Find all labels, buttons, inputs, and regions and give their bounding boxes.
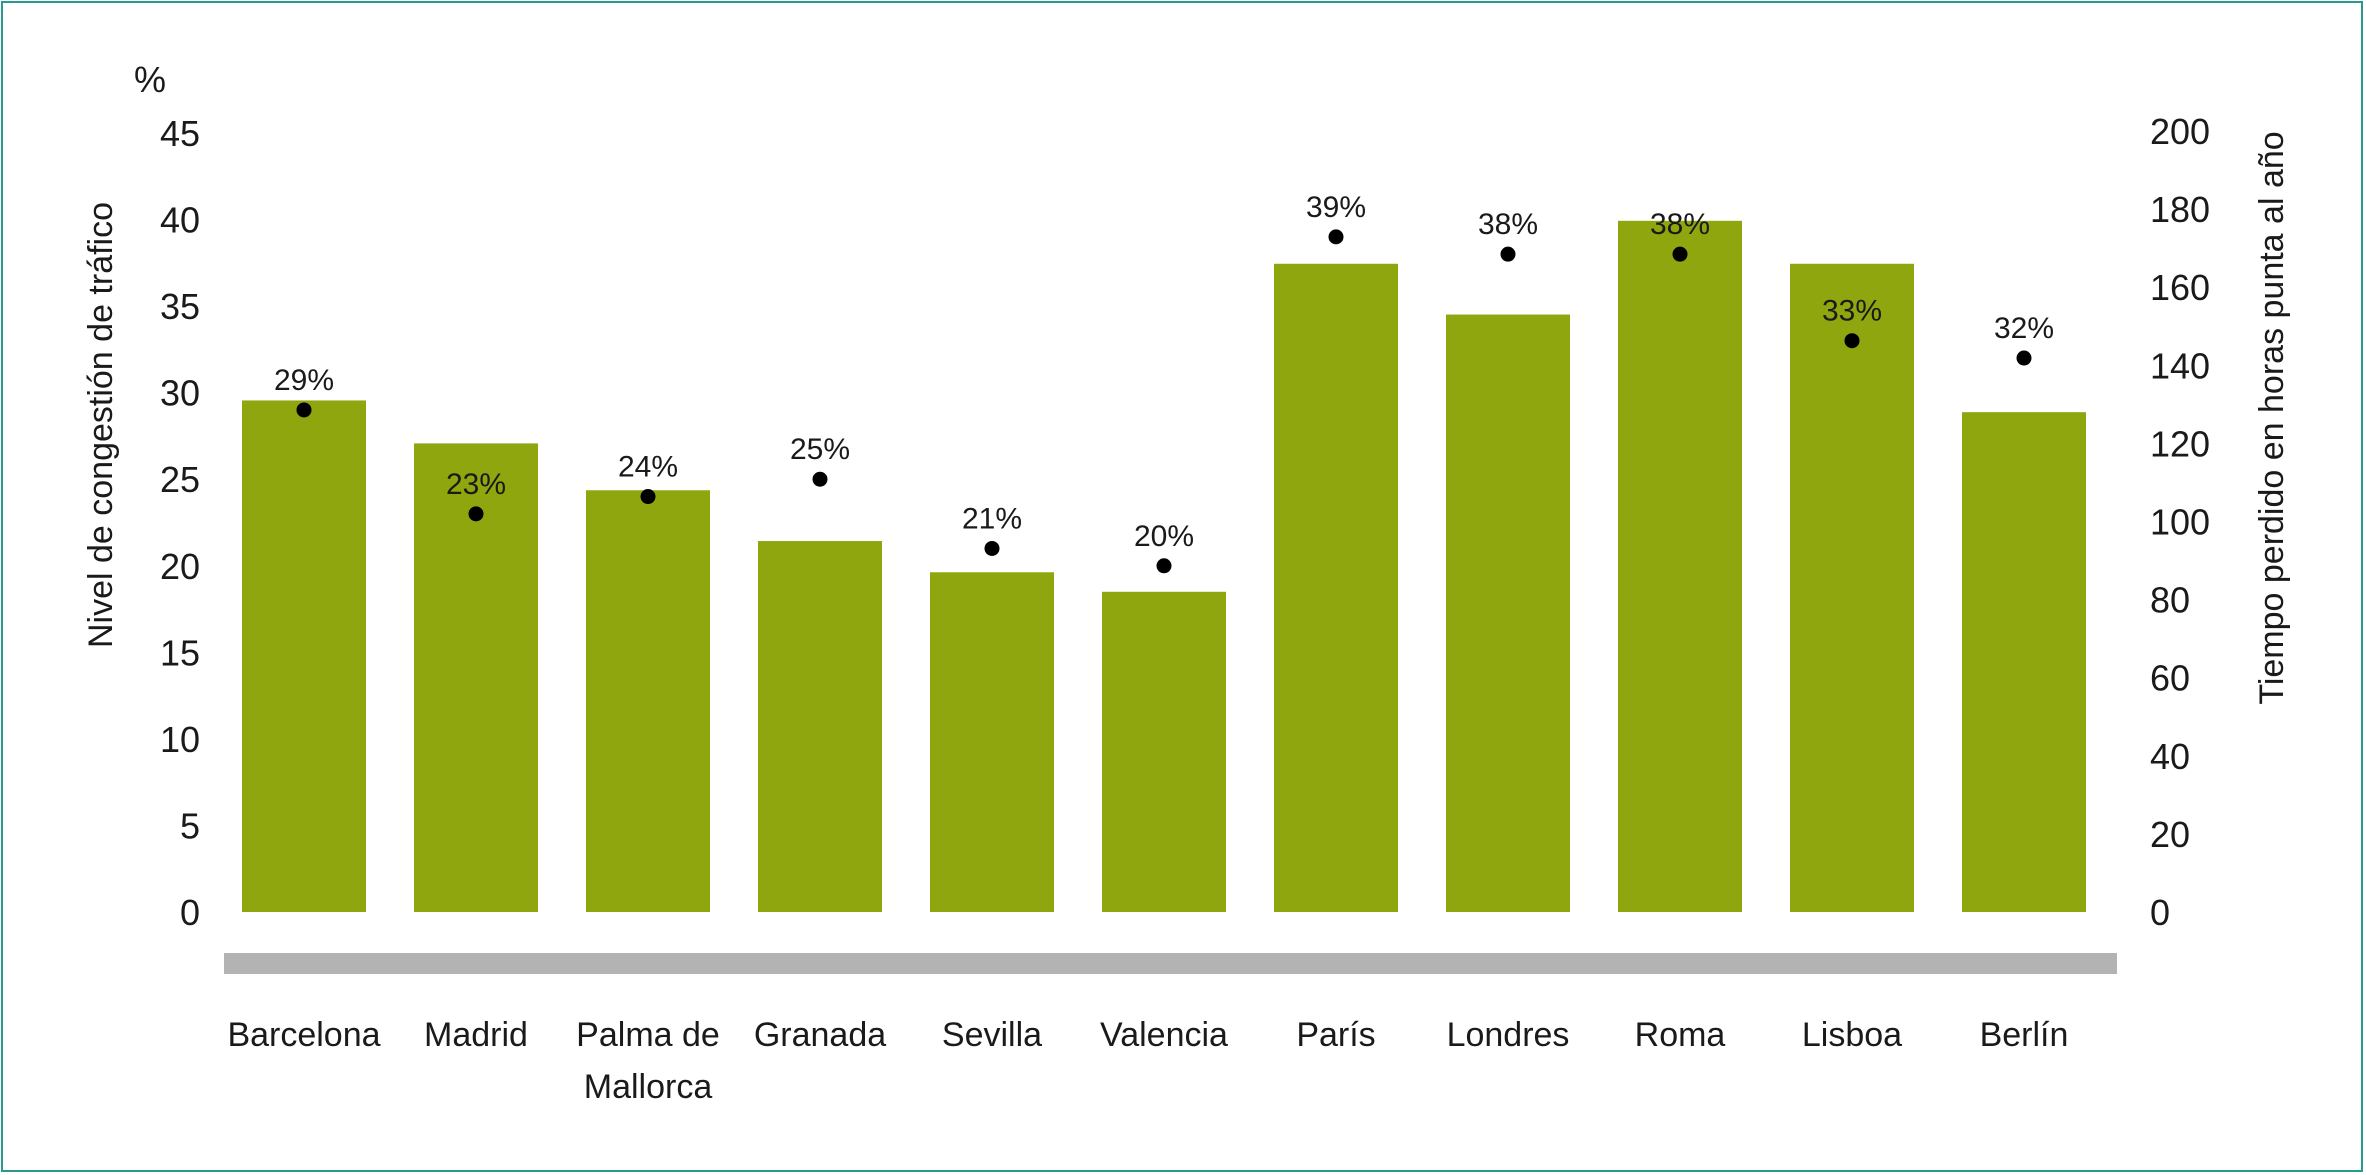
bar bbox=[242, 400, 366, 912]
left-tick-label: 20 bbox=[160, 546, 200, 587]
bar bbox=[1102, 591, 1226, 912]
right-tick-label: 180 bbox=[2150, 189, 2210, 230]
right-tick-label: 20 bbox=[2150, 814, 2190, 855]
right-tick-label: 0 bbox=[2150, 892, 2170, 933]
bar bbox=[586, 490, 710, 912]
category-label: Lisboa bbox=[1802, 1016, 1902, 1054]
bar bbox=[1962, 412, 2086, 912]
left-axis-label: Nivel de congestión de tráfico bbox=[82, 202, 120, 648]
category-label: Valencia bbox=[1100, 1016, 1228, 1054]
category-label: Granada bbox=[754, 1016, 886, 1054]
bar bbox=[758, 541, 882, 912]
data-label: 23% bbox=[446, 468, 506, 501]
category-label: París bbox=[1296, 1016, 1375, 1054]
category-label: Berlín bbox=[1980, 1016, 2069, 1054]
category-label: Barcelona bbox=[227, 1016, 380, 1054]
data-point bbox=[1844, 333, 1860, 349]
left-tick-label: 0 bbox=[180, 892, 200, 933]
right-tick-label: 40 bbox=[2150, 736, 2190, 777]
left-tick-label: 30 bbox=[160, 373, 200, 414]
right-tick-label: 200 bbox=[2150, 111, 2210, 152]
left-tick-label: 25 bbox=[160, 459, 200, 500]
right-tick-label: 80 bbox=[2150, 580, 2190, 621]
data-label: 20% bbox=[1134, 520, 1194, 553]
data-label: 24% bbox=[618, 451, 678, 484]
data-label: 25% bbox=[790, 433, 850, 466]
right-axis-ticks: 0 20 40 60 80 100 120 140 160 180 200 bbox=[2150, 111, 2210, 933]
category-label: Sevilla bbox=[942, 1016, 1042, 1054]
left-tick-label: 5 bbox=[180, 805, 200, 846]
category-labels: Barcelona Madrid Palma de Mallorca Granada Se… bbox=[227, 1016, 2068, 1106]
marker-series: 29% 23% 24% 25% 21% 20% 39% 38% 38% 33% 32% bbox=[274, 191, 2054, 574]
data-point bbox=[1328, 229, 1344, 245]
left-tick-label: 15 bbox=[160, 632, 200, 673]
baseline-band bbox=[224, 953, 2117, 974]
data-point bbox=[984, 540, 1000, 556]
category-label: Roma bbox=[1635, 1016, 1726, 1054]
bar-series bbox=[242, 220, 2086, 912]
left-tick-label: 40 bbox=[160, 200, 200, 241]
category-label: Madrid bbox=[424, 1016, 528, 1054]
right-tick-label: 140 bbox=[2150, 345, 2210, 386]
right-tick-label: 160 bbox=[2150, 267, 2210, 308]
data-point bbox=[1500, 246, 1516, 262]
data-label: 21% bbox=[962, 502, 1022, 535]
left-tick-label: 45 bbox=[160, 113, 200, 154]
left-axis-ticks: 0 5 10 15 20 25 30 35 40 45 bbox=[160, 113, 200, 933]
data-label: 33% bbox=[1822, 295, 1882, 328]
bar bbox=[1790, 263, 1914, 912]
category-label: Londres bbox=[1447, 1016, 1570, 1054]
bar bbox=[1274, 263, 1398, 912]
bar bbox=[930, 572, 1054, 912]
right-axis-label: Tiempo perdido en horas punta al año bbox=[2253, 131, 2291, 704]
data-point bbox=[296, 402, 312, 418]
data-point bbox=[812, 471, 828, 487]
data-point bbox=[468, 506, 484, 522]
data-label: 39% bbox=[1306, 191, 1366, 224]
data-label: 29% bbox=[274, 364, 334, 397]
data-label: 32% bbox=[1994, 312, 2054, 345]
left-tick-label: 35 bbox=[160, 286, 200, 327]
right-tick-label: 120 bbox=[2150, 423, 2210, 464]
category-label: Palma de Mallorca bbox=[576, 1016, 720, 1106]
data-label: 38% bbox=[1478, 208, 1538, 241]
right-tick-label: 60 bbox=[2150, 658, 2190, 699]
data-label: 38% bbox=[1650, 208, 1710, 241]
data-point bbox=[1156, 558, 1172, 574]
data-point bbox=[1672, 246, 1688, 262]
data-point bbox=[640, 489, 656, 505]
left-axis-unit: % bbox=[134, 59, 166, 100]
left-tick-label: 10 bbox=[160, 719, 200, 760]
bar bbox=[414, 443, 538, 912]
bar bbox=[1618, 220, 1742, 912]
bar bbox=[1446, 314, 1570, 912]
right-tick-label: 100 bbox=[2150, 502, 2210, 543]
data-point bbox=[2016, 350, 2032, 366]
